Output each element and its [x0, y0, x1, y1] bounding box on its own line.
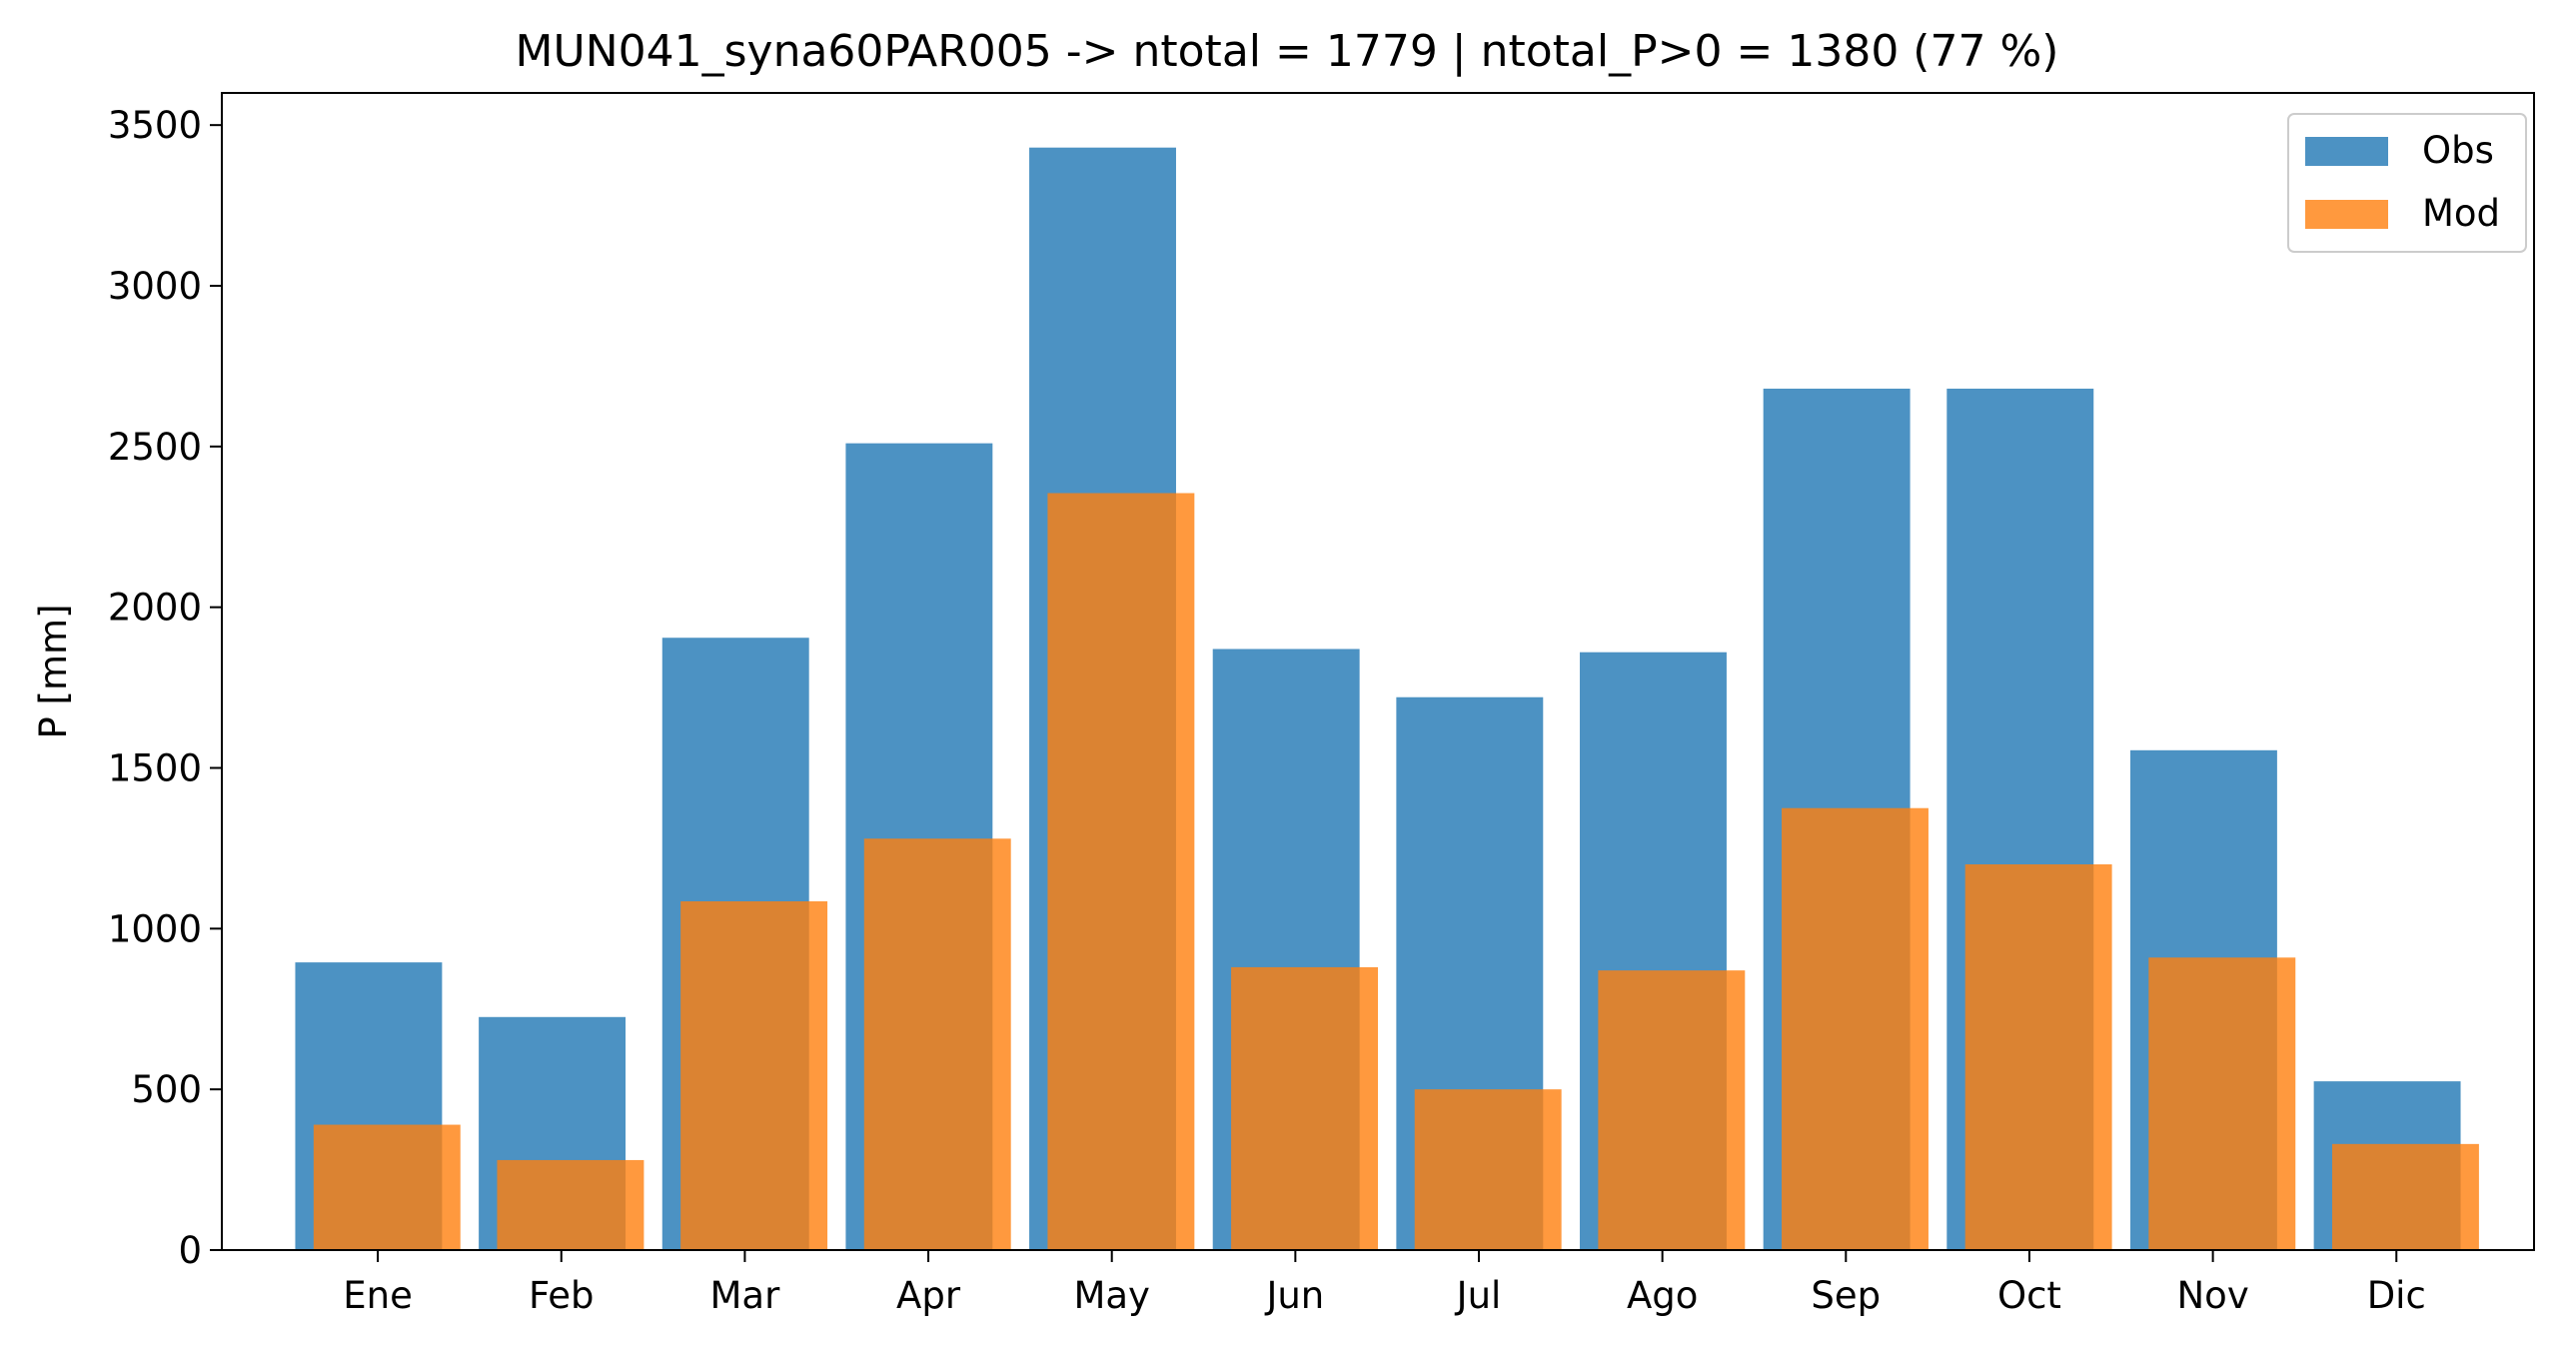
bar-mod-mar	[680, 900, 828, 1250]
x-tick-label: Ene	[343, 1274, 413, 1317]
y-tick-label: 2000	[108, 587, 202, 630]
chart-title: MUN041_syna60PAR005 -> ntotal = 1779 | n…	[516, 26, 2059, 77]
x-tick-label: Jun	[1264, 1274, 1324, 1317]
bar-mod-jun	[1231, 966, 1378, 1250]
bar-mod-may	[1047, 493, 1195, 1251]
legend-label-obs: Obs	[2422, 129, 2494, 172]
y-tick-label: 500	[131, 1068, 202, 1111]
y-axis-label: P [mm]	[32, 604, 75, 738]
bar-mod-ago	[1598, 970, 1746, 1250]
bar-mod-sep	[1782, 807, 1929, 1250]
x-tick-label: Oct	[1997, 1274, 2061, 1317]
bar-mod-dic	[2331, 1143, 2479, 1250]
x-tick-label: Ago	[1627, 1274, 1698, 1317]
x-tick-label: May	[1073, 1274, 1150, 1317]
y-tick-label: 1500	[108, 747, 202, 790]
y-tick-label: 2500	[108, 426, 202, 469]
y-tick-label: 1000	[108, 907, 202, 950]
bar-mod-nov	[2148, 957, 2296, 1250]
x-tick-label: Jul	[1455, 1274, 1502, 1317]
legend-swatch-obs	[2305, 137, 2388, 166]
legend-swatch-mod	[2305, 200, 2388, 229]
y-axis: 0 500 1000 1500 2000 2500 3000 3500	[108, 104, 222, 1272]
y-tick-label: 3000	[108, 265, 202, 308]
x-tick-label: Dic	[2367, 1274, 2426, 1317]
y-tick-label: 0	[178, 1229, 202, 1272]
plot-area-frame	[221, 92, 2535, 1251]
bar-mod-jul	[1414, 1089, 1562, 1250]
y-tick-label: 3500	[108, 104, 202, 147]
bar-mod-feb	[497, 1159, 644, 1250]
bar-mod-oct	[1964, 864, 2112, 1250]
mod-series	[313, 493, 2479, 1251]
x-tick-label: Sep	[1811, 1274, 1881, 1317]
x-tick-label: Feb	[529, 1274, 595, 1317]
legend-label-mod: Mod	[2422, 192, 2500, 235]
bar-mod-ene	[313, 1124, 461, 1250]
legend: Obs Mod	[2287, 113, 2527, 253]
x-tick-label: Apr	[896, 1274, 961, 1317]
x-axis: Ene Feb Mar Apr May Jun Jul Ago Sep Oct Nov Dic	[343, 1250, 2426, 1317]
x-tick-label: Nov	[2177, 1274, 2249, 1317]
bar-mod-apr	[863, 838, 1011, 1250]
x-tick-label: Mar	[709, 1274, 780, 1317]
